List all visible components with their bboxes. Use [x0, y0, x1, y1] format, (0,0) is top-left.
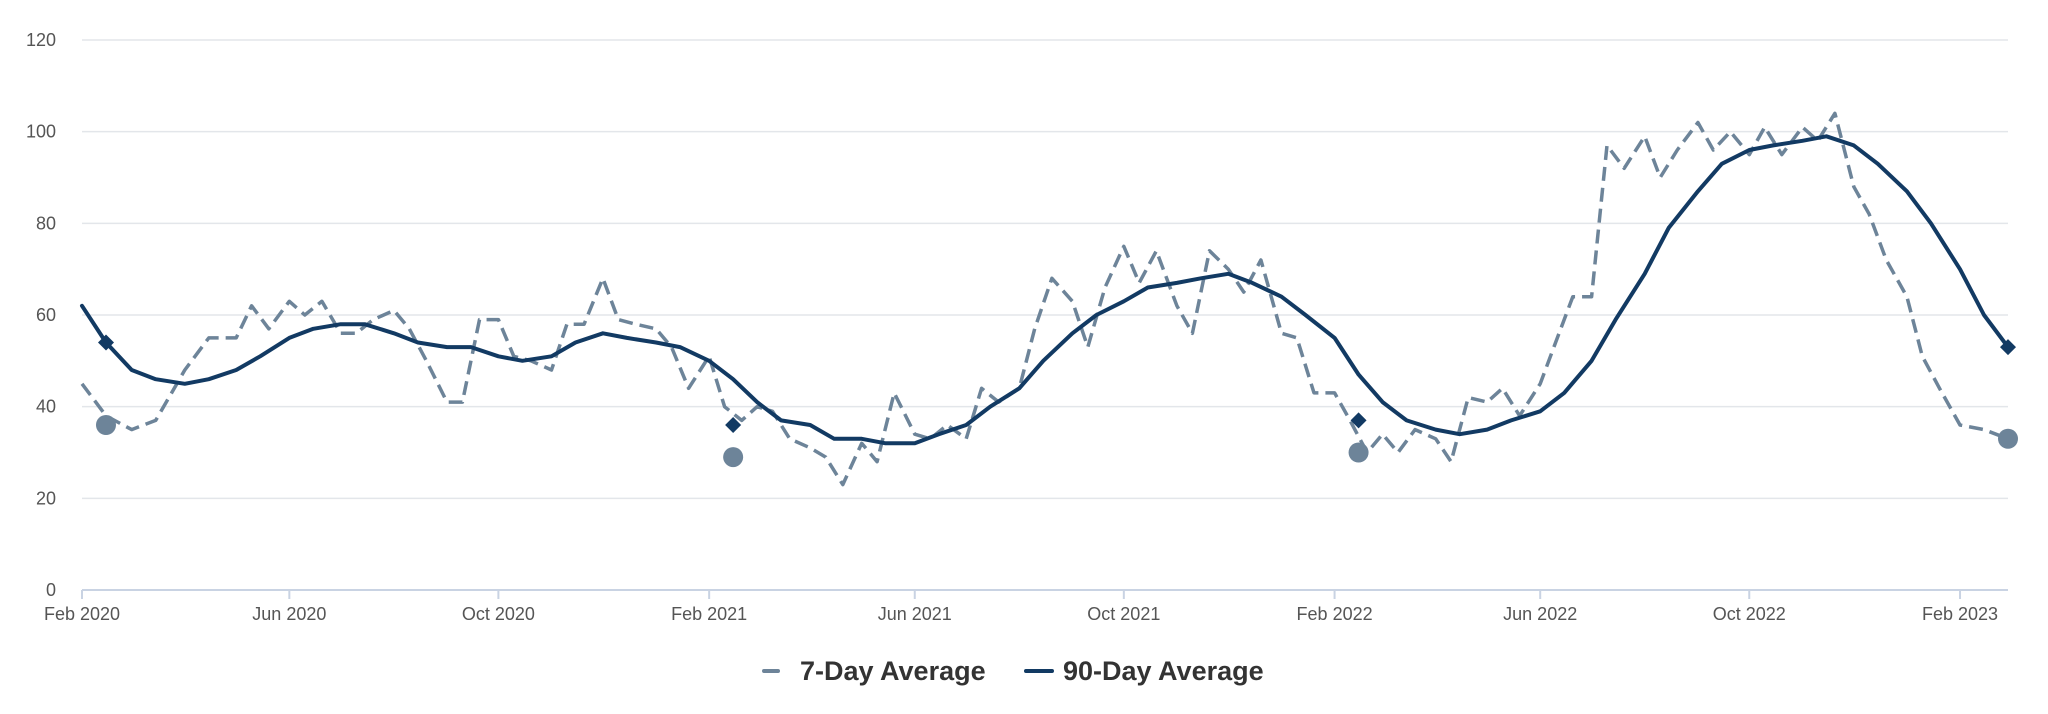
x-tick-label: Jun 2021: [878, 604, 952, 624]
marker-circle-7-day-average[interactable]: [1998, 428, 2018, 449]
y-tick-label: 0: [46, 580, 56, 600]
marker-diamond-90-day-average[interactable]: [97, 334, 114, 351]
legend-item-7-day-average[interactable]: 7-Day Average: [762, 656, 986, 686]
y-tick-label: 100: [26, 122, 56, 142]
gridlines: [82, 39, 2008, 500]
marker-circle-7-day-average[interactable]: [1348, 442, 1369, 463]
x-tick-label: Jun 2022: [1503, 604, 1577, 624]
series-line-90-day-average: [80, 134, 2010, 446]
axes: 0 20 40 60 80 100 120 Feb 2020 Jun 2020 Oct 2020 F…: [26, 30, 2008, 624]
legend-label-90-day-average: 90-Day Average: [1063, 656, 1264, 686]
series-lines: [80, 111, 2010, 487]
series-markers: [95, 334, 2018, 468]
y-tick-label: 80: [36, 213, 56, 233]
y-tick-label: 120: [26, 30, 56, 50]
y-tick-label: 60: [36, 305, 56, 325]
marker-circle-7-day-average[interactable]: [95, 415, 116, 435]
y-tick-label: 20: [36, 488, 56, 508]
x-tick-label: Feb 2022: [1297, 604, 1373, 624]
legend-label-7-day-average: 7-Day Average: [800, 656, 986, 686]
legend-item-90-day-average[interactable]: 90-Day Average: [1024, 656, 1264, 686]
marker-circle-7-day-average[interactable]: [723, 447, 744, 468]
y-tick-label: 40: [36, 397, 56, 417]
x-tick-label: Oct 2022: [1713, 604, 1786, 624]
legend[interactable]: 7-Day Average 90-Day Average: [762, 656, 1264, 686]
x-tick-label: Feb 2021: [671, 604, 747, 624]
x-tick-label: Jun 2020: [252, 604, 326, 624]
x-tick-label: Oct 2021: [1087, 604, 1160, 624]
marker-diamond-90-day-average[interactable]: [1350, 412, 1367, 429]
marker-diamond-90-day-average[interactable]: [725, 417, 742, 433]
series-line-7-day-average: [80, 111, 2009, 487]
marker-diamond-90-day-average[interactable]: [2000, 339, 2016, 356]
x-tick-label: Oct 2020: [462, 604, 535, 624]
x-tick-label: Feb 2023: [1922, 604, 1998, 624]
x-tick-label: Feb 2020: [44, 604, 120, 624]
